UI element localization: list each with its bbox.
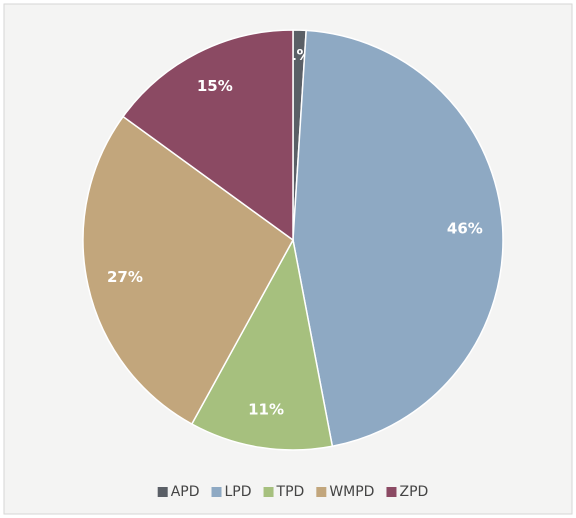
legend-item: APD [157, 484, 200, 500]
legend-item: WMPD [316, 484, 374, 500]
legend-swatch [386, 487, 397, 497]
legend-swatch [316, 487, 327, 497]
data-label: 27% [107, 268, 143, 286]
pie-slice [292, 29, 504, 448]
pie-slice [122, 29, 294, 242]
pie-slice [190, 237, 334, 451]
data-label: 11% [248, 401, 284, 419]
legend-label: WMPD [329, 484, 374, 500]
legend-item: LPD [211, 484, 252, 500]
legend: APD LPD TPD WMPD ZPD [157, 484, 428, 500]
data-label: 46% [447, 220, 483, 238]
legend-label: TPD [276, 484, 305, 500]
legend-item: TPD [263, 484, 305, 500]
legend-item: ZPD [386, 484, 428, 500]
legend-swatch [263, 487, 274, 497]
legend-swatch [211, 487, 222, 497]
legend-swatch [157, 487, 168, 497]
pie-slice [82, 115, 294, 426]
legend-label: ZPD [399, 484, 428, 500]
legend-label: LPD [225, 484, 252, 500]
pie: 1%46%11%27%15% [82, 29, 504, 451]
data-label: 15% [197, 77, 233, 95]
legend-label: APD [171, 484, 200, 500]
